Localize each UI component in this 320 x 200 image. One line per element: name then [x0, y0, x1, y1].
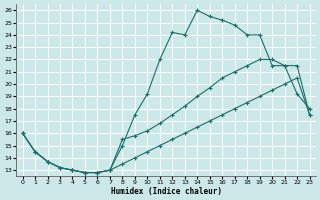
X-axis label: Humidex (Indice chaleur): Humidex (Indice chaleur) — [111, 187, 221, 196]
